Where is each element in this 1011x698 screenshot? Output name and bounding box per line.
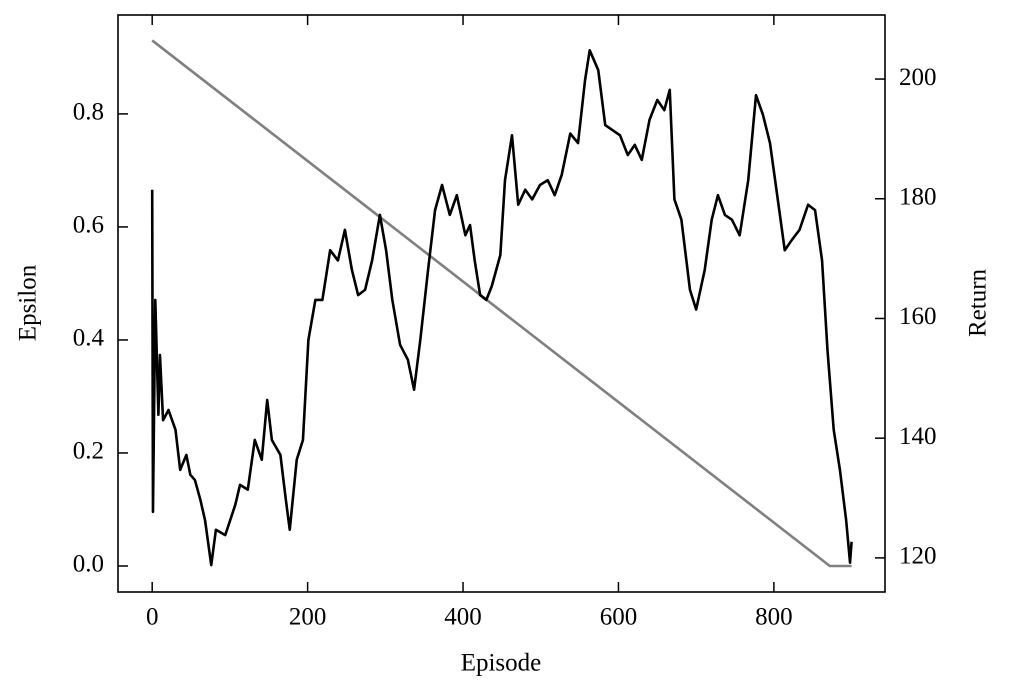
y-tick-label: 0.0 (73, 551, 104, 578)
x-tick-label: 800 (755, 604, 793, 631)
x-tick-label: 400 (444, 604, 482, 631)
y-axis-label: Epsilon (15, 264, 42, 341)
y2-tick-label: 140 (899, 423, 937, 450)
y-tick-label: 0.8 (73, 99, 104, 126)
y2-tick-label: 180 (899, 183, 937, 210)
y2-tick-label: 200 (899, 64, 937, 91)
y-tick-label: 0.6 (73, 212, 104, 239)
y2-tick-label: 160 (899, 303, 937, 330)
y2-axis-label: Return (965, 268, 992, 337)
data-line (151, 39, 852, 568)
data-line (150, 49, 853, 567)
y-tick-label: 0.4 (73, 325, 105, 352)
y-tick-label: 0.2 (73, 438, 104, 465)
x-axis-label: Episode (461, 650, 542, 677)
x-tick-label: 0 (146, 604, 159, 631)
plot-frame (117, 14, 886, 593)
y2-tick-label: 120 (899, 543, 937, 570)
x-tick-label: 200 (289, 604, 327, 631)
x-tick-label: 600 (600, 604, 638, 631)
